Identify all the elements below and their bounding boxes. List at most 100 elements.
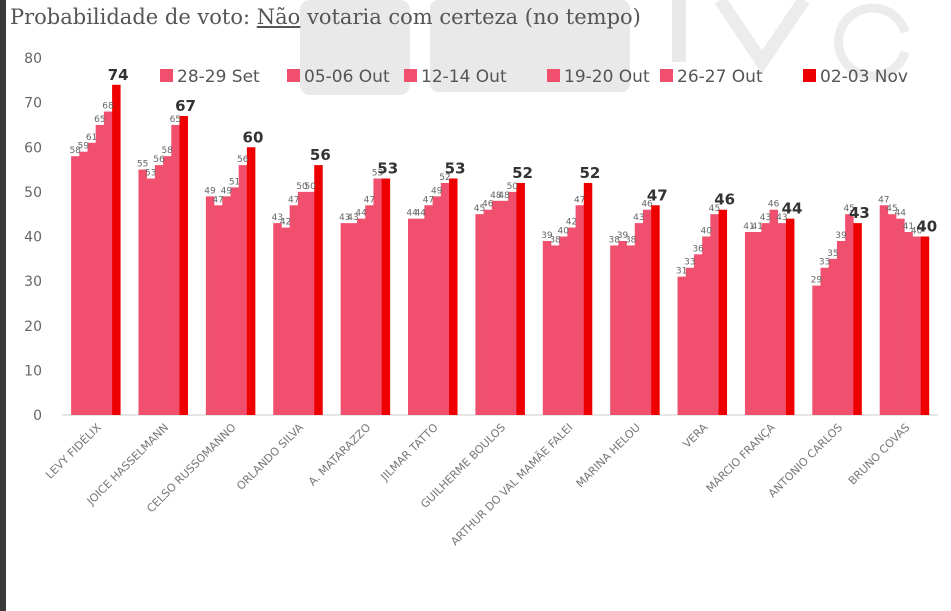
data-label-8-4: 46 <box>641 200 653 210</box>
bar-4-2 <box>357 218 366 415</box>
bar-0-1 <box>79 151 88 415</box>
x-tick-label-11: ANTONIO CARLOS <box>766 421 845 500</box>
x-tick-label-0: LEVY FIDÉLIX <box>43 421 104 482</box>
bar-3-1 <box>281 227 290 415</box>
legend-label-2: 12-14 Out <box>421 67 507 87</box>
bar-10-1 <box>753 232 762 415</box>
data-label-0-4: 68 <box>102 102 114 112</box>
bar-3-0 <box>273 223 282 415</box>
data-labels: 5859616568745553565865674947495156604342… <box>69 66 937 286</box>
data-label-5-1: 44 <box>415 209 427 219</box>
data-label-9-0: 31 <box>676 267 687 277</box>
bar-0-2 <box>87 142 96 415</box>
bar-4-4 <box>373 178 382 415</box>
title-before: Probabilidade de voto: <box>10 5 257 29</box>
data-label-11-4: 45 <box>843 204 854 214</box>
bar-7-2 <box>559 236 568 415</box>
legend: 28-29 Set 05-06 Out 12-14 Out 19-20 Out 26-2… <box>160 67 908 87</box>
bar-12-2 <box>896 218 905 415</box>
data-label-6-5: 52 <box>512 164 533 182</box>
bar-9-1 <box>685 267 695 415</box>
data-label-4-5: 53 <box>377 159 398 177</box>
bar-7-4 <box>575 205 585 415</box>
data-label-7-0: 39 <box>541 231 553 241</box>
x-tick-label-9: VERA <box>680 421 710 451</box>
bar-2-1 <box>214 205 223 415</box>
bar-12-3 <box>904 232 913 415</box>
data-label-1-1: 53 <box>145 168 156 178</box>
x-tick-label-4: A. MATARAZZO <box>306 421 374 489</box>
bar-5-3 <box>432 196 442 415</box>
data-label-0-5: 74 <box>108 66 129 84</box>
data-label-1-3: 58 <box>161 146 173 156</box>
bar-11-3 <box>836 240 846 415</box>
data-label-6-2: 48 <box>490 191 502 201</box>
data-label-7-1: 38 <box>549 235 561 245</box>
data-label-3-5: 56 <box>310 146 331 164</box>
data-label-2-0: 49 <box>204 186 216 196</box>
data-label-2-3: 51 <box>229 177 240 187</box>
data-label-3-4: 50 <box>304 182 316 192</box>
bar-1-5 <box>179 116 188 415</box>
left-border <box>0 0 6 611</box>
bar-6-3 <box>500 200 509 415</box>
bar-10-2 <box>761 223 770 415</box>
bar-1-2 <box>154 165 164 415</box>
bar-11-2 <box>828 258 838 415</box>
data-label-12-0: 47 <box>878 195 889 205</box>
chart-title: Probabilidade de voto: Não votaria com c… <box>10 5 641 29</box>
bar-0-3 <box>95 124 105 415</box>
data-label-4-4: 53 <box>372 168 383 178</box>
data-label-6-1: 46 <box>482 200 494 210</box>
data-label-6-0: 45 <box>474 204 485 214</box>
bar-2-0 <box>205 196 215 415</box>
data-label-7-3: 42 <box>566 218 577 228</box>
data-label-10-3: 46 <box>768 200 780 210</box>
bar-6-2 <box>491 200 501 415</box>
x-tick-label-8: MARINA HELOU <box>574 421 643 490</box>
data-label-2-1: 47 <box>212 195 223 205</box>
bar-7-3 <box>567 227 576 415</box>
data-label-9-2: 36 <box>692 244 704 254</box>
data-label-1-4: 65 <box>170 115 181 125</box>
bar-2-4 <box>238 165 248 415</box>
data-label-10-2: 43 <box>760 213 771 223</box>
bar-8-5 <box>651 205 660 415</box>
bar-9-4 <box>710 214 719 415</box>
x-tick-label-5: JILMAR TATTO <box>378 421 441 484</box>
data-label-7-5: 52 <box>579 164 600 182</box>
data-label-12-5: 40 <box>916 218 937 236</box>
bar-6-0 <box>475 214 484 415</box>
legend-label-5: 02-03 Nov <box>820 67 908 87</box>
data-label-3-1: 42 <box>280 218 291 228</box>
x-tick-label-7: ARTHUR DO VAL MAMÃE FALEI <box>448 421 575 548</box>
y-tick-label-6: 60 <box>24 140 42 156</box>
bar-8-2 <box>626 245 636 415</box>
data-label-11-3: 39 <box>835 231 847 241</box>
data-label-6-3: 48 <box>498 191 510 201</box>
data-label-3-0: 43 <box>272 213 283 223</box>
data-label-12-1: 45 <box>886 204 897 214</box>
bar-1-1 <box>146 178 156 415</box>
bar-4-5 <box>381 178 391 415</box>
data-label-0-1: 59 <box>78 142 90 152</box>
legend-label-4: 26-27 Out <box>677 67 763 87</box>
data-label-8-0: 38 <box>609 235 621 245</box>
data-label-9-5: 46 <box>714 191 735 209</box>
data-label-7-4: 47 <box>574 195 585 205</box>
data-label-10-0: 41 <box>743 222 754 232</box>
data-label-11-1: 33 <box>819 258 830 268</box>
data-label-12-2: 44 <box>894 209 906 219</box>
bar-5-2 <box>424 205 433 415</box>
bar-5-4 <box>440 182 450 415</box>
data-label-11-0: 29 <box>811 276 823 286</box>
bar-3-3 <box>297 191 307 415</box>
bar-10-0 <box>744 232 754 415</box>
data-label-4-0: 43 <box>339 213 350 223</box>
data-label-5-3: 49 <box>431 186 443 196</box>
bar-11-5 <box>853 223 862 415</box>
bar-3-5 <box>314 165 323 415</box>
bar-8-0 <box>610 245 619 415</box>
title-underlined: Não <box>256 5 301 29</box>
legend-swatch-1 <box>287 69 300 82</box>
